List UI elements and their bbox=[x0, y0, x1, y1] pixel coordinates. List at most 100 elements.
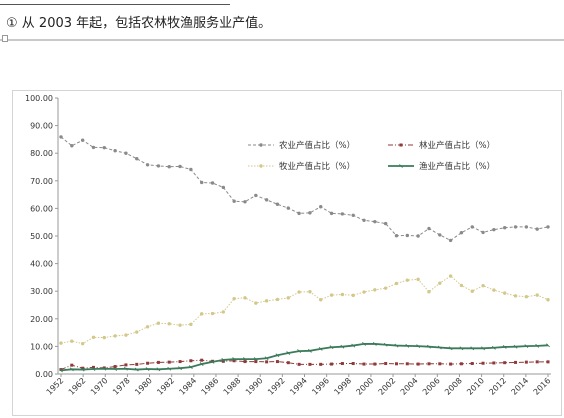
data-point-forestry bbox=[492, 361, 496, 365]
data-point-fishery bbox=[416, 344, 421, 349]
data-point-agriculture bbox=[459, 230, 464, 235]
data-point-fishery bbox=[156, 367, 161, 372]
data-point-animal bbox=[297, 290, 301, 294]
data-point-agriculture bbox=[351, 213, 355, 217]
data-point-fishery bbox=[470, 346, 475, 351]
data-point-animal bbox=[145, 325, 150, 329]
data-point-animal bbox=[189, 322, 193, 327]
x-tick-label: 1970 bbox=[89, 376, 110, 397]
data-point-fishery bbox=[329, 345, 334, 350]
data-point-animal bbox=[124, 333, 128, 337]
x-tick-label: 1962 bbox=[67, 376, 88, 397]
anchor-marker-icon bbox=[2, 35, 8, 42]
y-tick-label: 70.00 bbox=[30, 177, 53, 186]
x-axis-ticks: 1952 1962 1970 1978 1980 1982 1984 1986 1988 1990… bbox=[45, 374, 552, 397]
data-point-agriculture bbox=[254, 193, 258, 198]
legend-marker-agriculture bbox=[259, 143, 263, 147]
series-line-animal bbox=[60, 275, 549, 345]
data-point-forestry bbox=[265, 360, 269, 364]
x-tick-label: 1990 bbox=[244, 376, 265, 397]
data-point-forestry bbox=[362, 362, 366, 366]
data-point-fishery bbox=[188, 365, 193, 370]
data-point-animal bbox=[91, 335, 96, 339]
x-tick-label: 1988 bbox=[222, 376, 243, 397]
section-divider bbox=[0, 39, 564, 41]
y-tick-label: 40.00 bbox=[30, 260, 53, 269]
data-point-animal bbox=[416, 277, 420, 282]
data-point-agriculture bbox=[524, 225, 529, 229]
y-tick-label: 80.00 bbox=[30, 149, 53, 158]
data-point-animal bbox=[178, 323, 182, 327]
x-tick-label: 1980 bbox=[133, 376, 154, 397]
data-point-animal bbox=[546, 298, 550, 302]
x-tick-label: 2010 bbox=[465, 376, 486, 397]
data-point-agriculture bbox=[448, 238, 453, 243]
data-point-forestry bbox=[394, 362, 398, 366]
data-point-agriculture bbox=[145, 163, 150, 167]
data-point-fishery bbox=[383, 342, 388, 347]
data-point-forestry bbox=[91, 365, 95, 369]
data-point-agriculture bbox=[70, 144, 74, 148]
data-point-animal bbox=[524, 295, 529, 299]
data-point-forestry bbox=[124, 363, 128, 367]
data-point-animal bbox=[503, 291, 507, 295]
data-point-animal bbox=[362, 290, 366, 294]
data-point-animal bbox=[383, 286, 388, 290]
data-point-animal bbox=[513, 294, 518, 298]
data-point-forestry bbox=[405, 362, 409, 366]
data-point-agriculture bbox=[124, 151, 128, 155]
data-point-agriculture bbox=[178, 164, 182, 169]
data-point-fishery bbox=[427, 344, 431, 349]
data-point-forestry bbox=[308, 362, 312, 366]
data-point-forestry bbox=[232, 359, 236, 363]
chart-axes bbox=[57, 98, 551, 375]
x-tick-label: 1998 bbox=[332, 376, 353, 397]
x-tick-label: 1982 bbox=[155, 376, 176, 397]
data-point-agriculture bbox=[492, 227, 496, 232]
data-point-animal bbox=[135, 330, 139, 334]
data-point-animal bbox=[70, 339, 74, 343]
data-point-agriculture bbox=[243, 200, 247, 204]
series-line-forestry bbox=[60, 359, 548, 371]
data-point-fishery bbox=[362, 341, 366, 346]
data-point-animal bbox=[481, 283, 485, 288]
data-point-agriculture bbox=[156, 164, 161, 168]
data-point-agriculture bbox=[199, 180, 204, 185]
data-point-forestry bbox=[546, 360, 550, 364]
data-point-agriculture bbox=[113, 149, 117, 153]
data-point-fishery bbox=[286, 351, 291, 355]
legend-marker-animal bbox=[259, 164, 263, 168]
data-point-agriculture bbox=[102, 145, 106, 150]
data-point-agriculture bbox=[503, 226, 507, 230]
data-point-fishery bbox=[134, 367, 139, 372]
data-point-agriculture bbox=[59, 135, 63, 139]
data-point-agriculture bbox=[189, 167, 193, 172]
data-point-fishery bbox=[448, 346, 453, 351]
data-point-forestry bbox=[330, 362, 334, 366]
data-point-agriculture bbox=[80, 138, 85, 142]
data-point-agriculture bbox=[91, 145, 96, 150]
data-point-agriculture bbox=[427, 226, 431, 231]
y-axis-ticks: 0.00 10.00 20.00 30.00 40.00 50.00 60.00 70.00 8… bbox=[25, 94, 58, 379]
data-point-forestry bbox=[275, 360, 279, 364]
legend-marker-fishery bbox=[399, 164, 403, 168]
data-point-fishery bbox=[437, 345, 442, 350]
data-point-fishery bbox=[59, 368, 63, 373]
data-point-animal bbox=[167, 322, 171, 326]
data-point-fishery bbox=[253, 357, 258, 362]
x-tick-label: 2002 bbox=[377, 376, 398, 397]
footnote-text: ① 从 2003 年起，包括农林牧渔服务业产值。 bbox=[6, 16, 272, 31]
series-line-agriculture bbox=[60, 136, 549, 242]
data-point-animal bbox=[470, 289, 474, 293]
data-point-fishery bbox=[113, 367, 118, 371]
x-tick-label: 1986 bbox=[200, 376, 221, 397]
data-point-forestry bbox=[470, 362, 474, 366]
data-point-forestry bbox=[503, 361, 507, 365]
data-point-agriculture bbox=[405, 233, 410, 238]
data-point-agriculture bbox=[329, 211, 334, 216]
data-point-fishery bbox=[178, 366, 182, 371]
data-point-agriculture bbox=[470, 225, 474, 229]
data-point-forestry bbox=[200, 358, 204, 362]
data-point-fishery bbox=[124, 366, 128, 371]
data-point-fishery bbox=[167, 366, 172, 371]
